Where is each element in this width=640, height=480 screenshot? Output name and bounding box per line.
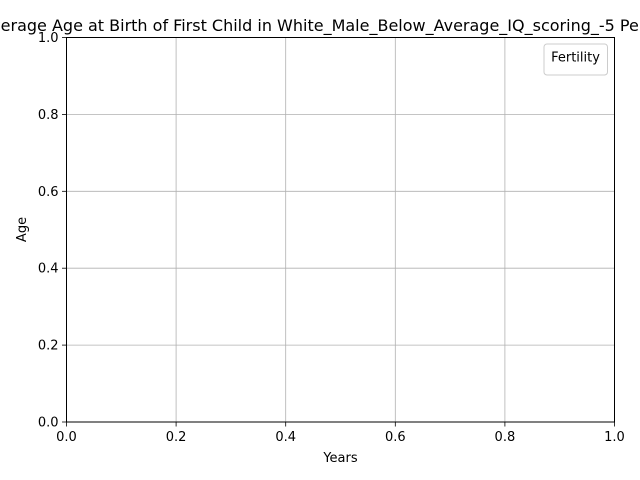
y-tick-label: 0.8 [38, 108, 59, 123]
x-tick-label: 0.2 [166, 430, 187, 445]
x-tick-label: 1.0 [604, 430, 625, 445]
y-tick-label: 0.4 [38, 262, 59, 277]
x-tick-label: 0.0 [56, 430, 77, 445]
chart-title: Average Age at Birth of First Child in W… [0, 16, 640, 36]
y-tick-label: 0.6 [38, 185, 59, 200]
x-tick-label: 0.8 [495, 430, 516, 445]
x-tick-label: 0.6 [385, 430, 406, 445]
y-tick-label: 0.0 [38, 416, 59, 431]
x-axis: 0.0 0.2 0.4 0.6 0.8 1.0 [56, 422, 625, 445]
y-tick-label: 1.0 [38, 31, 59, 46]
grid [66, 37, 615, 423]
legend-box [543, 43, 608, 76]
y-tick-label: 0.2 [38, 339, 59, 354]
x-tick-label: 0.4 [275, 430, 296, 445]
x-axis-label: Years [322, 451, 358, 466]
y-axis: 0.0 0.2 0.4 0.6 0.8 1.0 [38, 31, 67, 431]
legend-title: Fertility [551, 51, 600, 66]
legend: Fertility [543, 43, 608, 76]
y-axis-label: Age [15, 217, 30, 242]
plot-area-frame [66, 37, 615, 423]
